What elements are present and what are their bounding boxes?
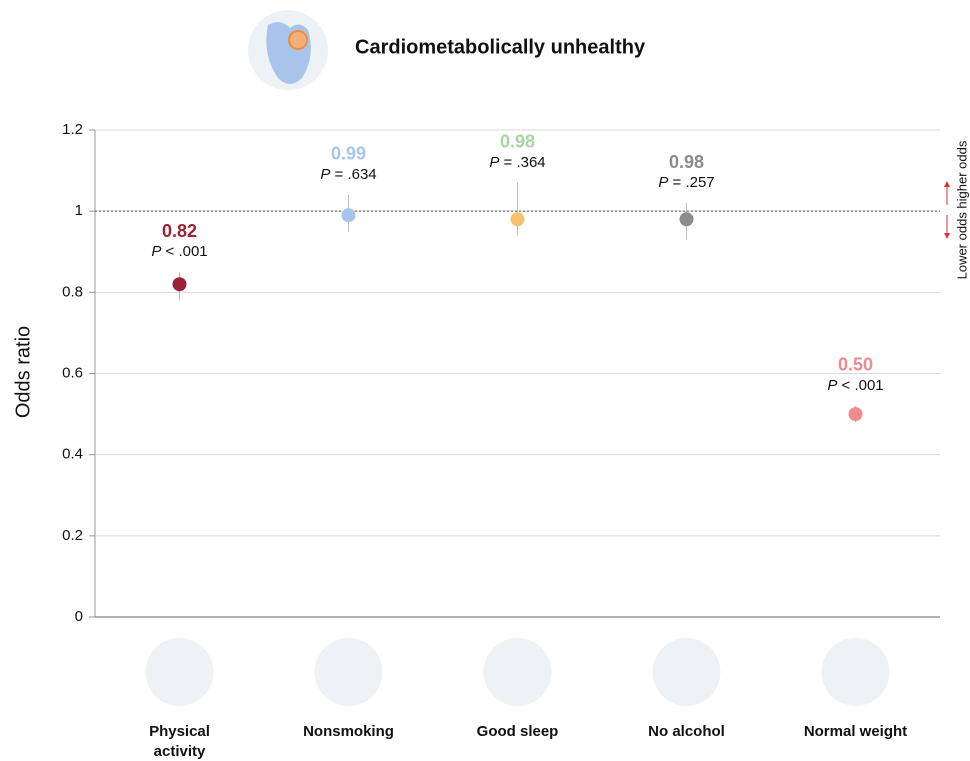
value-label: 0.99: [331, 144, 366, 164]
value-label: 0.50: [838, 355, 873, 375]
direction-arrows: [944, 181, 950, 239]
p-label: P < .001: [151, 243, 207, 260]
value-label: 0.82: [162, 221, 197, 241]
category-icon: [652, 638, 721, 706]
p-label: P < .001: [827, 377, 883, 394]
category-icon: [821, 638, 890, 706]
category-icon: [314, 638, 383, 706]
point: [679, 212, 694, 227]
side-label: Lower odds higher odds: [954, 140, 969, 279]
point: [848, 407, 863, 422]
value-label: 0.98: [500, 132, 535, 152]
p-label: P = .364: [489, 154, 545, 171]
y-tick-label: 0: [75, 608, 83, 625]
y-tick-label: 0.4: [62, 446, 83, 463]
y-tick-label: 1: [75, 202, 83, 219]
point: [341, 208, 356, 223]
x-tick-label: Good sleep: [477, 723, 559, 740]
y-tick-label: 1.2: [62, 121, 83, 138]
chart-title: Cardiometabolically unhealthy: [355, 36, 646, 58]
y-tick-label: 0.2: [62, 527, 83, 544]
y-tick-label: 0.8: [62, 283, 83, 300]
p-label: P = .634: [320, 166, 376, 183]
p-label: P = .257: [658, 174, 714, 191]
y-axis-label: Odds ratio: [12, 326, 34, 418]
y-tick-label: 0.6: [62, 364, 83, 381]
point: [172, 277, 187, 292]
point: [510, 212, 525, 227]
x-tick-label: Normal weight: [804, 723, 907, 740]
x-tick-label: Physical activity: [149, 723, 210, 760]
category-icon: [145, 638, 214, 706]
value-label: 0.98: [669, 152, 704, 172]
x-tick-label: No alcohol: [648, 723, 725, 740]
x-tick-label: Nonsmoking: [303, 723, 394, 740]
category-icon: [483, 638, 552, 706]
heart-icon: [248, 10, 328, 90]
